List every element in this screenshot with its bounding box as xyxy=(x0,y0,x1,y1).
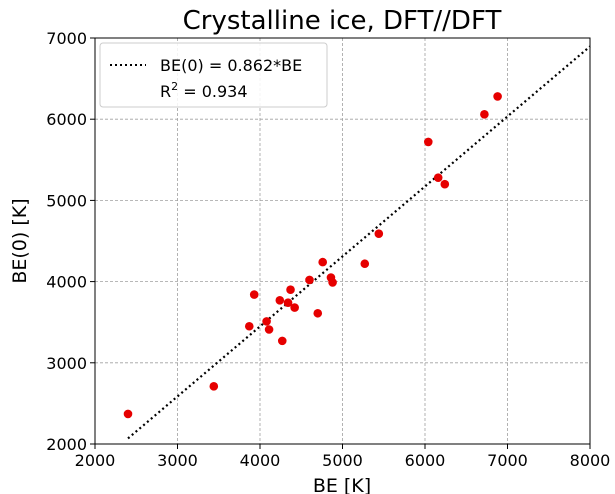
data-point xyxy=(433,173,443,182)
r2-prefix: R xyxy=(160,82,171,101)
data-point xyxy=(123,409,133,419)
legend-fit-label: BE(0) = 0.862*BE xyxy=(160,56,302,75)
data-point xyxy=(424,137,433,147)
legend: BE(0) = 0.862*BE R2 = 0.934 xyxy=(99,42,328,108)
axis-ticks: 2000 3000 4000 5000 6000 7000 8000 2000 3000 4000… xyxy=(46,29,610,470)
data-point xyxy=(286,285,295,295)
data-point xyxy=(275,295,285,305)
y-tick-label: 5000 xyxy=(46,191,87,210)
data-points xyxy=(123,92,502,419)
fit-line xyxy=(127,45,591,440)
data-point xyxy=(328,278,337,287)
x-tick-label: 3000 xyxy=(157,451,198,470)
data-point xyxy=(360,259,370,269)
chart-title: Crystalline ice, DFT//DFT xyxy=(183,6,502,36)
data-point xyxy=(209,382,219,391)
r2-value: = 0.934 xyxy=(178,82,247,101)
y-axis-label: BE(0) [K] xyxy=(9,198,31,283)
data-point xyxy=(313,308,323,318)
y-tick-label: 6000 xyxy=(46,110,87,129)
y-tick-label: 4000 xyxy=(46,273,87,292)
x-tick-label: 2000 xyxy=(75,451,116,470)
x-tick-label: 4000 xyxy=(240,451,281,470)
fit-line-layer xyxy=(127,45,591,440)
data-point xyxy=(244,321,254,331)
data-point xyxy=(283,298,293,308)
data-point xyxy=(440,179,450,189)
x-tick-label: 7000 xyxy=(487,451,528,470)
y-tick-label: 7000 xyxy=(46,29,87,48)
data-point xyxy=(277,336,287,346)
data-point xyxy=(480,110,489,119)
data-point xyxy=(493,92,502,101)
data-point xyxy=(264,325,274,334)
data-point xyxy=(305,275,314,285)
data-point xyxy=(249,290,259,299)
x-tick-label: 6000 xyxy=(405,451,446,470)
data-point xyxy=(374,229,384,238)
x-axis-label: BE [K] xyxy=(313,475,371,494)
r2-superscript: 2 xyxy=(171,80,178,93)
legend-box xyxy=(99,42,328,108)
data-point xyxy=(318,257,328,267)
data-point xyxy=(262,317,271,326)
legend-r2-label: R2 = 0.934 xyxy=(160,80,248,101)
x-tick-label: 8000 xyxy=(570,451,611,470)
y-tick-label: 3000 xyxy=(46,354,87,373)
x-tick-label: 5000 xyxy=(322,451,363,470)
data-point xyxy=(290,303,299,312)
y-tick-label: 2000 xyxy=(46,435,87,454)
